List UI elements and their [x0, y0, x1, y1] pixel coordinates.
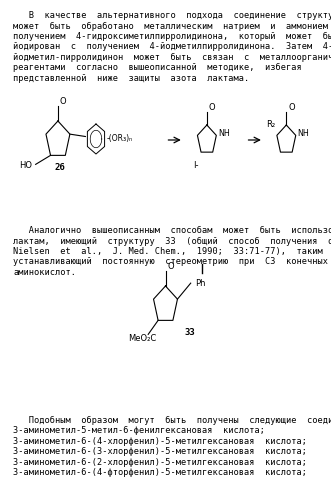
- Text: O: O: [209, 103, 215, 112]
- Text: O: O: [60, 97, 67, 106]
- Text: В  качестве  альтернативного  подхода  соединение  структуры  26
может  быть  об: В качестве альтернативного подхода соеди…: [13, 11, 331, 83]
- Text: Подобным  образом  могут  быть  получены  следующие  соединения:
3-аминометил-5-: Подобным образом могут быть получены сле…: [13, 416, 331, 477]
- Text: -(OR₃)ₙ: -(OR₃)ₙ: [107, 134, 133, 143]
- Text: 33: 33: [185, 328, 196, 337]
- Text: 26: 26: [54, 163, 65, 172]
- Text: MeO₂C: MeO₂C: [128, 334, 157, 343]
- Text: Ph: Ph: [195, 278, 205, 287]
- Text: O: O: [167, 262, 174, 271]
- Text: I-: I-: [193, 161, 198, 170]
- Text: Аналогично  вышеописанным  способам  может  быть  использован
лактам,  имеющий  : Аналогично вышеописанным способам может …: [13, 226, 331, 277]
- Text: R₂: R₂: [266, 120, 275, 130]
- Text: O: O: [288, 103, 295, 112]
- Text: NH: NH: [218, 130, 230, 138]
- Text: HO: HO: [19, 161, 32, 170]
- Text: NH: NH: [298, 130, 309, 138]
